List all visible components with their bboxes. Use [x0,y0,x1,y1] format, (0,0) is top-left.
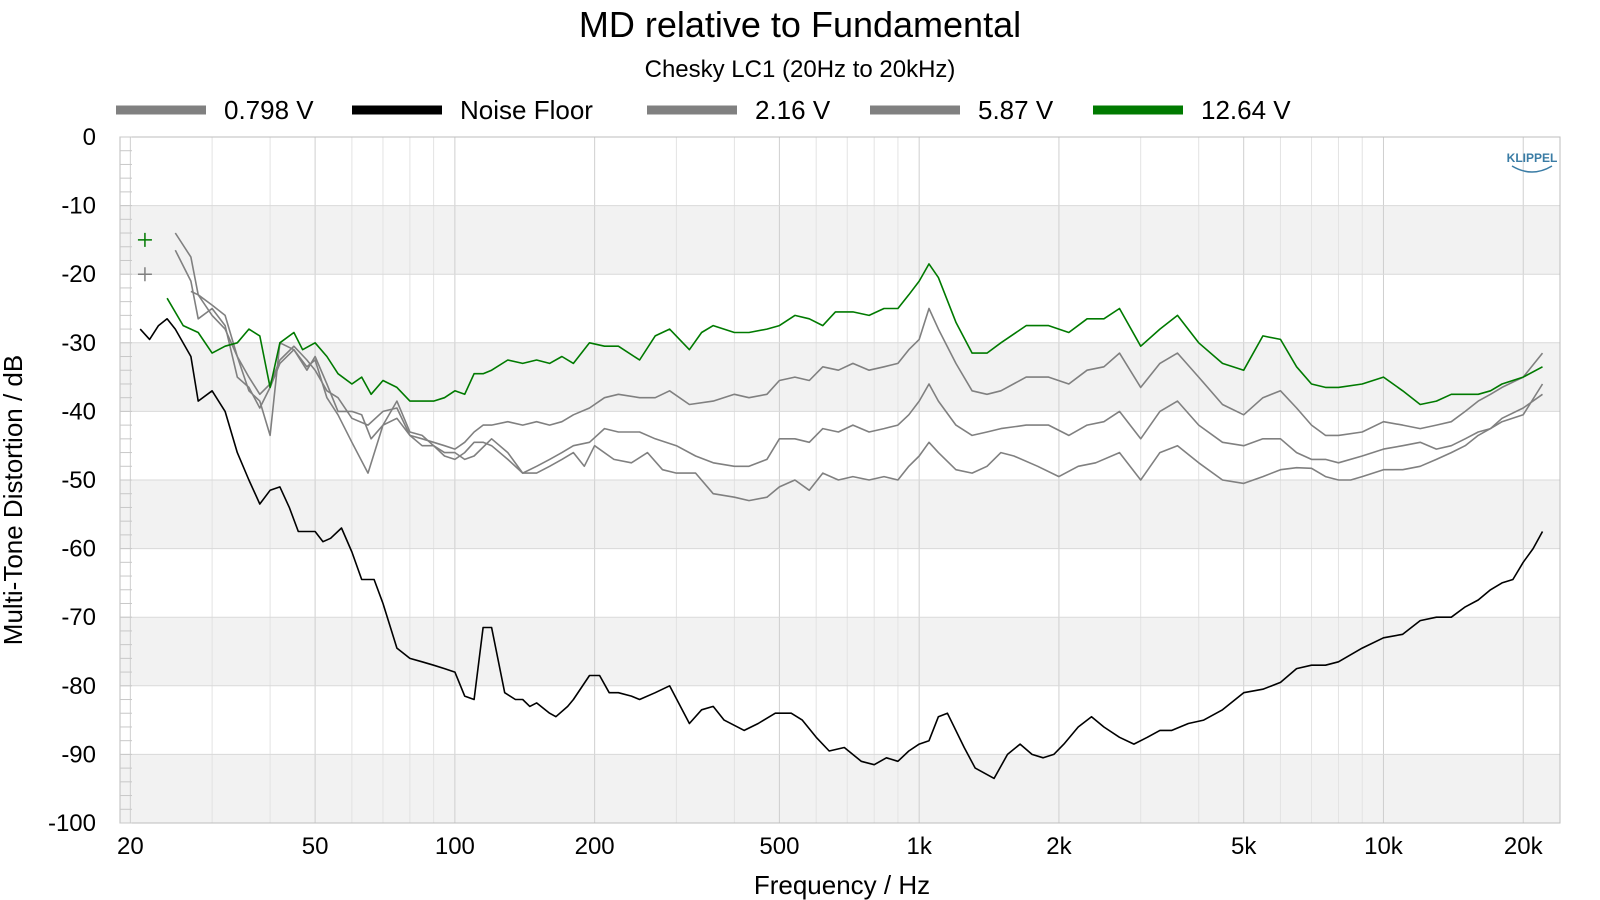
legend-label: 12.64 V [1201,95,1291,125]
chart-subtitle: Chesky LC1 (20Hz to 20kHz) [645,56,956,83]
plot-band [120,480,1560,549]
x-tick-label: 2k [1046,833,1072,860]
plot-band [120,411,1560,480]
plot-band [120,342,1560,412]
x-tick-label: 1k [906,833,932,860]
series-line-5-87-v [190,290,1544,450]
chart-title: MD relative to Fundamental [579,4,1021,45]
klippel-logo: KLIPPEL [1507,151,1558,173]
marker-points [137,232,152,282]
klippel-logo-text: KLIPPEL [1507,151,1558,165]
legend-label: 2.16 V [755,95,831,125]
y-tick-label: -70 [61,604,96,631]
legend: 0.798 V Noise Floor 2.16 V 5.87 V 12.64 V [116,95,1291,125]
y-tick-label: -90 [61,741,96,768]
x-tick-label: 20 [117,833,144,860]
y-tick-label: -100 [48,810,96,837]
y-tick-label: -30 [61,330,96,357]
x-axis-label: Frequency / Hz [754,870,930,900]
plot-bands [120,137,1560,823]
plot-band [120,685,1560,755]
plot-band [120,754,1560,823]
y-axis-label: Multi-Tone Distortion / dB [0,355,28,645]
x-tick-label: 100 [435,833,475,860]
series-line-12-64-v [166,263,1543,406]
plot-band [120,205,1560,275]
x-tick-label: 200 [575,833,615,860]
y-tick-label: -50 [61,467,96,494]
legend-label: 5.87 V [978,95,1054,125]
marker-cross [137,232,152,247]
y-tick-label: -60 [61,536,96,563]
x-tick-label: 10k [1364,833,1404,860]
grid-lines [120,136,1560,824]
y-tick-label: -20 [61,261,96,288]
plot-band [120,548,1560,618]
y-tick-label: -40 [61,398,96,425]
series-line-noise-floor [139,318,1544,780]
y-tick-label: -80 [61,673,96,700]
klippel-logo-swoosh [1511,165,1553,173]
y-tick-label: -10 [61,193,96,220]
plot-band [120,137,1560,206]
plot-band [120,617,1560,686]
series-line-0-798-v [174,249,1543,502]
y-tick-label: 0 [83,124,96,151]
legend-label: Noise Floor [460,95,593,125]
x-tick-label: 5k [1231,833,1257,860]
x-tick-label: 20k [1504,833,1544,860]
y-axis-ticks: 0 -10 -20 -30 -40 -50 -60 -70 -80 -90 -100 [48,124,132,837]
x-axis-ticks: 20 50 100 200 500 1k 2k 5k 10k 20k [117,833,1544,860]
x-tick-label: 50 [302,833,329,860]
x-tick-label: 500 [759,833,799,860]
series-line-2-16-v [174,232,1544,474]
series-lines [139,232,1544,780]
marker-cross [137,267,152,282]
plot-band [120,274,1560,343]
legend-label: 0.798 V [224,95,314,125]
